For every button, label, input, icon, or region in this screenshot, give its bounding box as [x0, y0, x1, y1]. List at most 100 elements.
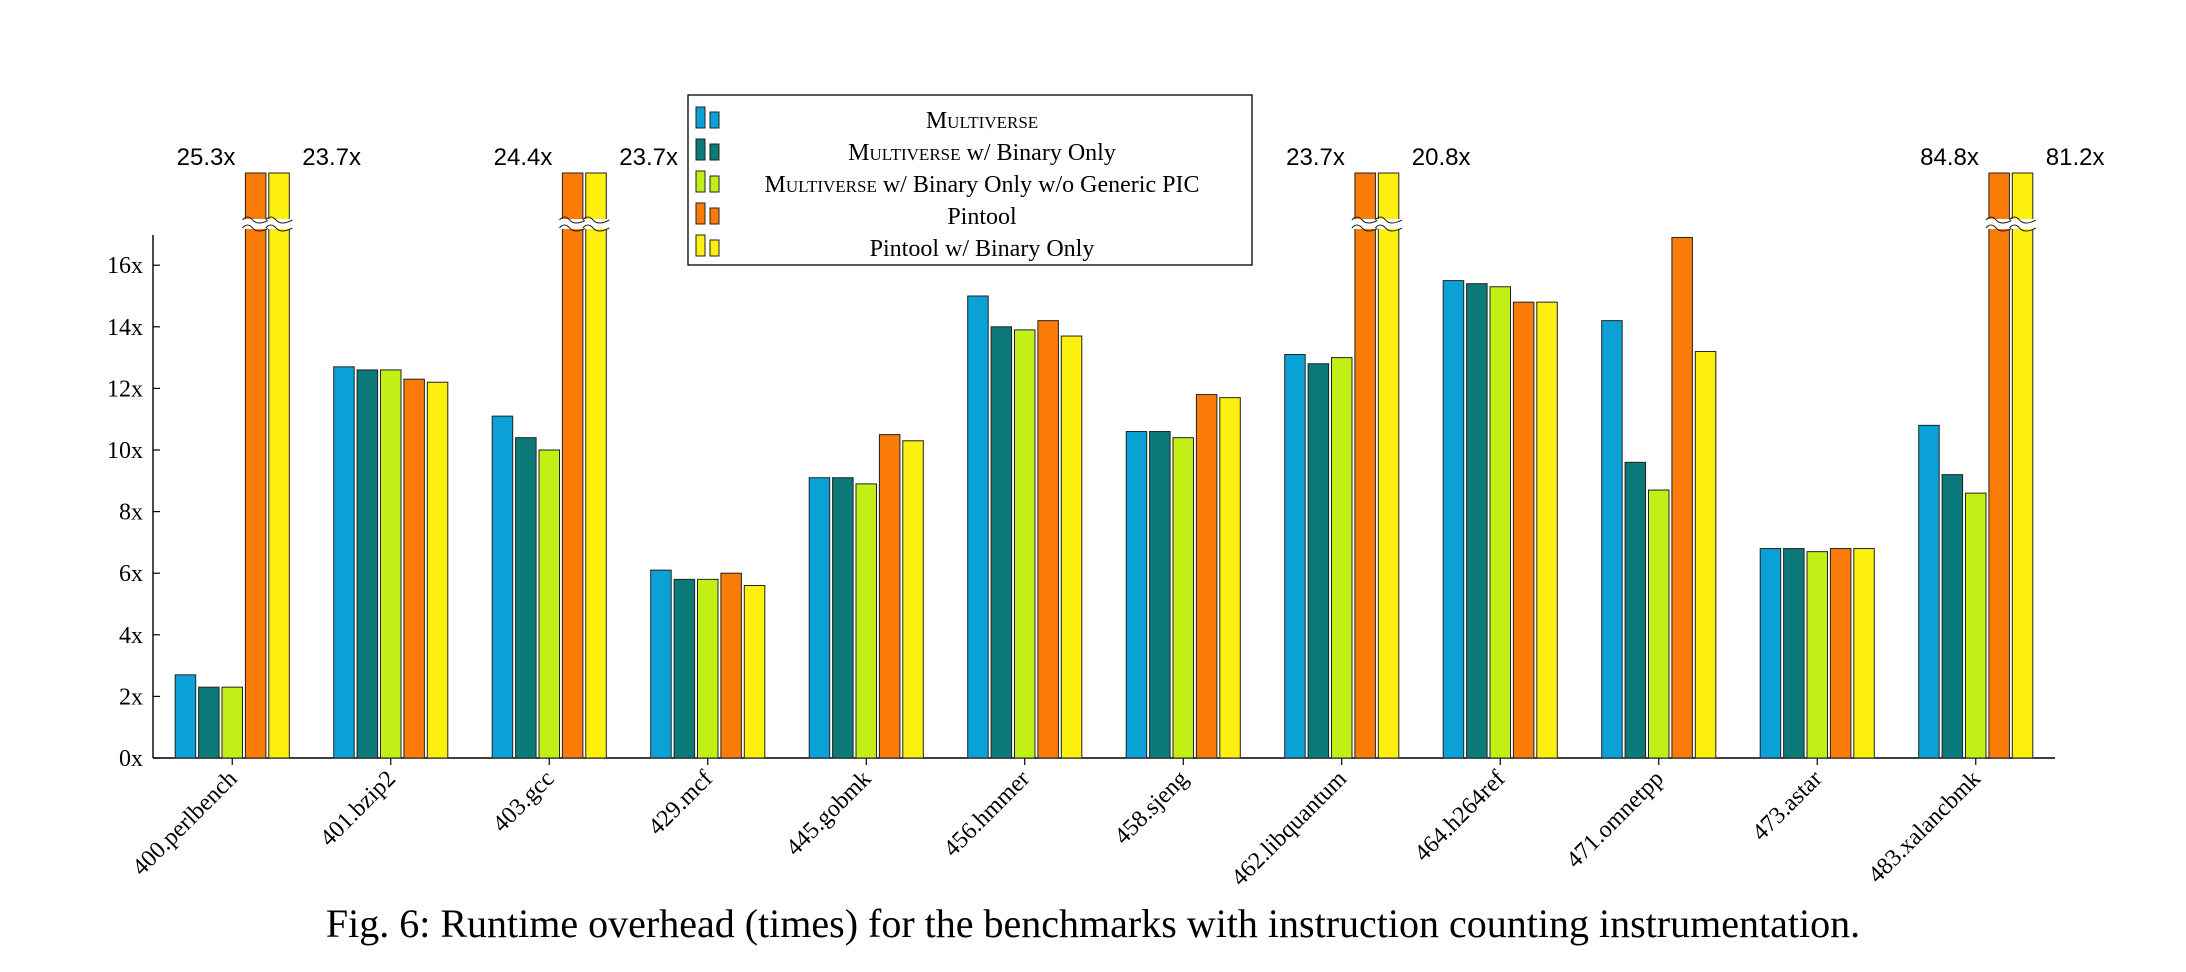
- break-value-label: 20.8x: [1412, 144, 1471, 171]
- bar: [244, 172, 267, 759]
- axis-break-gap: [561, 219, 584, 229]
- y-tick-label: 16x: [107, 253, 143, 279]
- bar: [356, 369, 379, 759]
- bar: [1442, 280, 1465, 759]
- axis-break-mark: [1351, 216, 1379, 224]
- axis-break-mark: [582, 224, 610, 232]
- legend-swatch: [695, 106, 706, 129]
- x-tick-label: 445.gobmk: [781, 766, 876, 861]
- bar: [1195, 394, 1218, 759]
- bar: [2011, 172, 2034, 759]
- x-tick-label: 464.h264ref: [1410, 766, 1511, 867]
- x-tick-label: 473.astar: [1747, 766, 1827, 846]
- bar: [333, 366, 355, 759]
- bar: [1125, 431, 1148, 759]
- x-tick-label: 462.libquantum: [1227, 766, 1353, 892]
- y-tick-label: 8x: [119, 500, 143, 526]
- break-value-label: 81.2x: [2046, 144, 2105, 171]
- break-value-label: 24.4x: [494, 144, 553, 171]
- y-tick-label: 2x: [119, 684, 143, 710]
- bar: [1853, 548, 1875, 759]
- bar: [832, 477, 854, 759]
- x-tick-label: 456.hmmer: [939, 766, 1035, 862]
- axis-break-mark: [1351, 224, 1379, 232]
- legend-swatch: [709, 111, 720, 129]
- bar: [1219, 397, 1241, 759]
- x-tick-label: 401.bzip2: [315, 766, 401, 852]
- bar: [1671, 236, 1693, 759]
- bar: [743, 585, 766, 759]
- bar: [1307, 363, 1330, 759]
- legend-swatch: [695, 234, 706, 257]
- legend-swatch: [695, 138, 706, 161]
- bar: [174, 674, 197, 759]
- axis-break-gap: [1987, 219, 2011, 229]
- bar: [1331, 357, 1353, 759]
- bar: [1965, 492, 1987, 759]
- x-tick-label: 400.perlbench: [127, 766, 242, 881]
- legend-swatch: [709, 143, 720, 161]
- axis-break-mark: [1374, 224, 1403, 232]
- axis-break-mark: [2008, 224, 2037, 232]
- x-tick-label: 403.gcc: [488, 766, 560, 838]
- bar: [1489, 286, 1511, 759]
- x-tick-label: 429.mcf: [644, 766, 718, 840]
- legend-swatch: [709, 175, 720, 193]
- bar: [967, 295, 989, 759]
- axis-break-mark: [582, 216, 610, 224]
- axis-break-gap: [2011, 219, 2034, 229]
- legend-swatch: [695, 170, 706, 193]
- break-value-label: 23.7x: [302, 144, 361, 171]
- bar: [1037, 320, 1059, 759]
- axis-break-gap: [244, 219, 267, 229]
- bar: [855, 483, 877, 759]
- axis-break-gap: [1377, 219, 1400, 229]
- bar: [1172, 437, 1194, 759]
- x-tick-label: 483.xalancbmk: [1863, 766, 1986, 889]
- bar: [720, 572, 742, 759]
- bar: [1806, 551, 1828, 759]
- bar: [1377, 172, 1400, 759]
- bar: [1284, 354, 1306, 759]
- bar: [1941, 474, 1964, 759]
- y-tick-label: 0x: [119, 746, 143, 772]
- axis-break-mark: [559, 224, 587, 232]
- break-value-label: 23.7x: [619, 144, 678, 171]
- bar: [1624, 461, 1647, 759]
- bar: [491, 415, 514, 759]
- bar: [1536, 301, 1558, 759]
- axis-break-mark: [1374, 216, 1403, 224]
- bar: [1759, 548, 1782, 759]
- bar: [538, 449, 560, 759]
- bar: [1918, 424, 1940, 759]
- bar: [902, 440, 924, 759]
- bar: [561, 172, 584, 759]
- bar: [1829, 548, 1852, 759]
- bar: [990, 326, 1013, 759]
- axis-break-mark: [242, 224, 270, 232]
- bar: [878, 434, 901, 759]
- bar: [1783, 548, 1805, 759]
- axis-break-mark: [559, 216, 587, 224]
- bar: [403, 378, 425, 759]
- legend-swatch: [709, 207, 720, 225]
- legend-swatch: [695, 202, 706, 225]
- legend-swatch: [709, 239, 720, 257]
- bar: [198, 686, 220, 759]
- bar: [1466, 283, 1488, 759]
- x-tick-label: 471.omnetpp: [1562, 766, 1669, 873]
- axis-break-gap: [1353, 219, 1377, 229]
- bar: [1014, 329, 1036, 759]
- bar: [268, 172, 290, 759]
- bar: [1060, 335, 1083, 759]
- axis-break-mark: [2008, 216, 2037, 224]
- bar: [1512, 301, 1535, 759]
- bar: [221, 686, 243, 759]
- bar: [1601, 320, 1623, 759]
- bar: [1988, 172, 2010, 759]
- axis-break-mark: [1985, 216, 2013, 224]
- y-tick-label: 10x: [107, 438, 143, 464]
- legend-label: Multiverse w/ Binary Only w/o Generic PI…: [765, 172, 1200, 198]
